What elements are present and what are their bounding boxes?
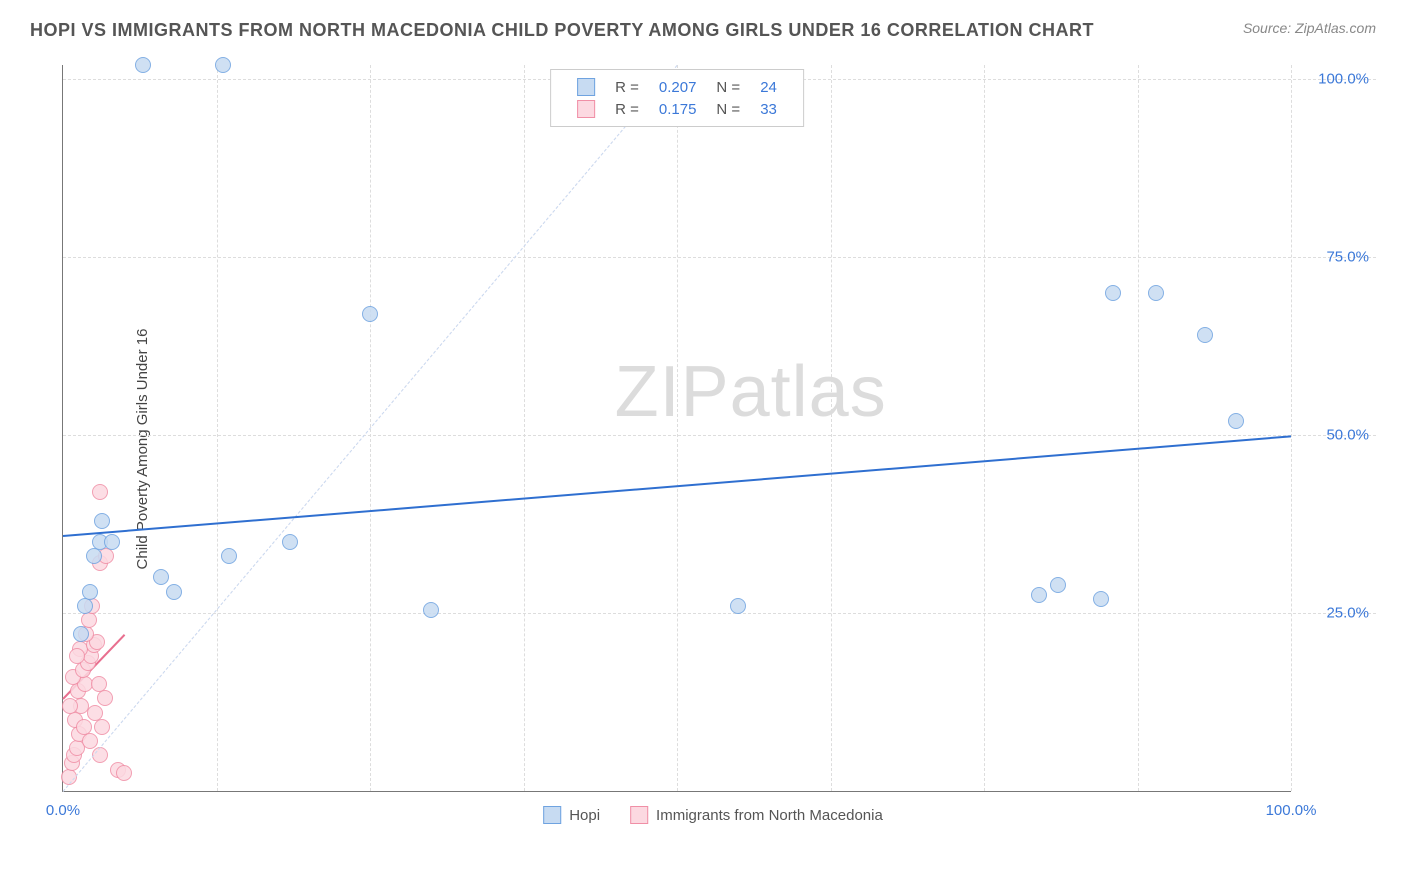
gridline-h bbox=[63, 613, 1376, 614]
hopi-point bbox=[82, 584, 98, 600]
correlation-legend: R = 0.207 N = 24 R = 0.175 N = 33 bbox=[550, 69, 804, 127]
source-attribution: Source: ZipAtlas.com bbox=[1243, 20, 1376, 36]
gridline-h bbox=[63, 435, 1376, 436]
watermark: ZIPatlas bbox=[615, 351, 887, 433]
hopi-point bbox=[1031, 587, 1047, 603]
macedonia-point bbox=[91, 676, 107, 692]
macedonia-point bbox=[87, 705, 103, 721]
legend-row-hopi: R = 0.207 N = 24 bbox=[567, 76, 787, 98]
macedonia-point bbox=[69, 648, 85, 664]
macedonia-point bbox=[62, 698, 78, 714]
hopi-r-value: 0.207 bbox=[649, 76, 707, 98]
hopi-point bbox=[153, 569, 169, 585]
x-tick-label: 0.0% bbox=[46, 802, 80, 819]
hopi-point bbox=[86, 548, 102, 564]
gridline-v bbox=[524, 65, 525, 791]
macedonia-label: Immigrants from North Macedonia bbox=[656, 807, 883, 824]
hopi-point bbox=[362, 306, 378, 322]
hopi-point bbox=[77, 598, 93, 614]
y-tick-label: 100.0% bbox=[1318, 71, 1369, 88]
n-label: N = bbox=[706, 76, 750, 98]
macedonia-point bbox=[76, 719, 92, 735]
hopi-point bbox=[215, 57, 231, 73]
legend-row-macedonia: R = 0.175 N = 33 bbox=[567, 98, 787, 120]
macedonia-point bbox=[92, 484, 108, 500]
hopi-point bbox=[282, 534, 298, 550]
hopi-point bbox=[423, 602, 439, 618]
macedonia-point bbox=[94, 719, 110, 735]
gridline-v bbox=[984, 65, 985, 791]
hopi-point bbox=[221, 548, 237, 564]
legend-item-macedonia: Immigrants from North Macedonia bbox=[630, 806, 883, 824]
hopi-point bbox=[1050, 577, 1066, 593]
hopi-swatch-icon bbox=[543, 806, 561, 824]
hopi-point bbox=[730, 598, 746, 614]
hopi-point bbox=[94, 513, 110, 529]
hopi-point bbox=[1197, 327, 1213, 343]
macedonia-point bbox=[82, 733, 98, 749]
y-tick-label: 50.0% bbox=[1326, 427, 1369, 444]
macedonia-r-value: 0.175 bbox=[649, 98, 707, 120]
hopi-point bbox=[1105, 285, 1121, 301]
hopi-swatch-icon bbox=[577, 78, 595, 96]
hopi-point bbox=[104, 534, 120, 550]
hopi-point bbox=[1228, 413, 1244, 429]
gridline-v bbox=[831, 65, 832, 791]
chart-title: HOPI VS IMMIGRANTS FROM NORTH MACEDONIA … bbox=[30, 20, 1094, 41]
hopi-n-value: 24 bbox=[750, 76, 787, 98]
gridline-v bbox=[1138, 65, 1139, 791]
hopi-point bbox=[1148, 285, 1164, 301]
plot-area: ZIPatlas R = 0.207 N = 24 R = 0.175 N = … bbox=[62, 65, 1291, 792]
hopi-point bbox=[73, 626, 89, 642]
hopi-point bbox=[166, 584, 182, 600]
macedonia-point bbox=[97, 690, 113, 706]
watermark-thin: atlas bbox=[730, 352, 887, 432]
y-tick-label: 75.0% bbox=[1326, 249, 1369, 266]
y-tick-label: 25.0% bbox=[1326, 605, 1369, 622]
chart-header: HOPI VS IMMIGRANTS FROM NORTH MACEDONIA … bbox=[0, 0, 1406, 51]
gridline-v bbox=[1291, 65, 1292, 791]
watermark-bold: ZIP bbox=[615, 352, 730, 432]
gridline-v bbox=[677, 65, 678, 791]
hopi-label: Hopi bbox=[569, 807, 600, 824]
n-label: N = bbox=[706, 98, 750, 120]
hopi-point bbox=[1093, 591, 1109, 607]
hopi-point bbox=[135, 57, 151, 73]
gridline-v bbox=[217, 65, 218, 791]
macedonia-n-value: 33 bbox=[750, 98, 787, 120]
r-label: R = bbox=[605, 76, 649, 98]
x-tick-label: 100.0% bbox=[1266, 802, 1317, 819]
macedonia-point bbox=[92, 747, 108, 763]
series-legend: Hopi Immigrants from North Macedonia bbox=[543, 806, 883, 824]
macedonia-swatch-icon bbox=[577, 100, 595, 118]
legend-item-hopi: Hopi bbox=[543, 806, 600, 824]
chart-container: Child Poverty Among Girls Under 16 ZIPat… bbox=[50, 65, 1376, 832]
macedonia-swatch-icon bbox=[630, 806, 648, 824]
macedonia-point bbox=[116, 765, 132, 781]
r-label: R = bbox=[605, 98, 649, 120]
gridline-h bbox=[63, 257, 1376, 258]
